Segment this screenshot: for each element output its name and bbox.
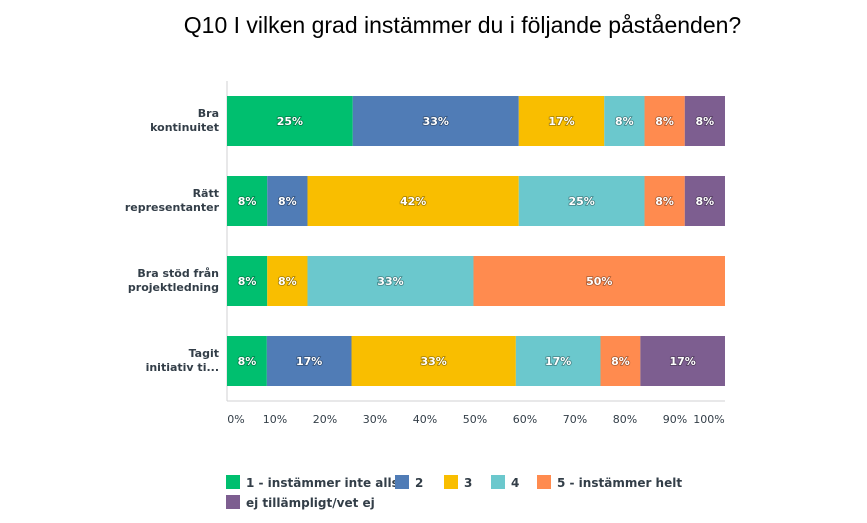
data-label: 8% <box>238 275 257 288</box>
x-tick-label: 80% <box>613 413 637 426</box>
data-label: 33% <box>423 115 449 128</box>
data-label: 8% <box>238 355 257 368</box>
x-tick-label: 90% <box>663 413 687 426</box>
category-label-line: representanter <box>125 201 220 214</box>
data-label: 8% <box>611 355 630 368</box>
legend-swatch[interactable] <box>226 495 240 509</box>
bar-segment-2-4[interactable] <box>518 176 645 226</box>
data-label: 8% <box>696 195 715 208</box>
x-tick-label: 0% <box>227 413 244 426</box>
data-label: 25% <box>277 115 303 128</box>
bar-segment-1-2[interactable] <box>352 96 519 146</box>
category-label: Tagit initiativ ti... <box>146 347 219 374</box>
bar-segment-2-5[interactable] <box>644 176 685 226</box>
legend-label[interactable]: ej tillämpligt/vet ej <box>246 496 375 510</box>
x-tick-label: 100% <box>693 413 724 426</box>
category-label-line: Bra <box>198 107 219 120</box>
legend[interactable]: 1 - instämmer inte alls 2 3 4 5 - instämmer … <box>226 475 682 510</box>
category-label-line: initiativ ti... <box>146 361 219 374</box>
category-label-line: Rätt <box>193 187 219 200</box>
data-label: 8% <box>238 195 257 208</box>
x-tick-label: 50% <box>463 413 487 426</box>
bar-segment-4-1[interactable] <box>227 336 267 386</box>
data-label: 17% <box>545 355 571 368</box>
bar-segment-3-1[interactable] <box>227 256 268 306</box>
bar-segment-4-2[interactable] <box>266 336 352 386</box>
bar-segment-2-3[interactable] <box>307 176 519 226</box>
bar-segment-4-5[interactable] <box>600 336 641 386</box>
legend-swatch[interactable] <box>226 475 240 489</box>
bar-segment-3-3[interactable] <box>267 256 308 306</box>
data-label: 33% <box>377 275 403 288</box>
bar-segment-4-3[interactable] <box>351 336 516 386</box>
x-tick-label: 40% <box>413 413 437 426</box>
bar-segment-4-4[interactable] <box>515 336 601 386</box>
category-label: Bra kontinuitet <box>150 107 219 134</box>
category-label: Rätt representanter <box>125 187 220 214</box>
bar-segment-1-6[interactable] <box>684 96 725 146</box>
bar-segment-3-4[interactable] <box>307 256 474 306</box>
category-label-line: Bra stöd från <box>137 267 219 280</box>
data-label: 8% <box>655 115 674 128</box>
x-tick-labels: 0% 10% 20% 30% 40% 50% 60% 70% 80% 90% 100% <box>227 413 724 426</box>
bar-segment-2-1[interactable] <box>227 176 268 226</box>
bar-segment-3-5[interactable] <box>473 256 725 306</box>
legend-label[interactable]: 2 <box>415 476 423 490</box>
bar-segment-2-2[interactable] <box>267 176 308 226</box>
x-tick-label: 10% <box>263 413 287 426</box>
legend-swatch[interactable] <box>444 475 458 489</box>
legend-label[interactable]: 4 <box>511 476 519 490</box>
data-label: 8% <box>655 195 674 208</box>
bar-segment-1-1[interactable] <box>227 96 353 146</box>
category-labels: Bra kontinuitet Rätt representanter Bra stöd… <box>125 107 220 374</box>
data-label: 42% <box>400 195 426 208</box>
bar-segment-1-4[interactable] <box>604 96 645 146</box>
chart-title: Q10 I vilken grad instämmer du i följand… <box>183 12 742 38</box>
category-label: Bra stöd från projektledning <box>128 267 219 294</box>
legend-label[interactable]: 5 - instämmer helt <box>557 476 682 490</box>
category-label-line: projektledning <box>128 281 219 294</box>
data-label: 50% <box>586 275 612 288</box>
legend-swatch[interactable] <box>537 475 551 489</box>
bars-group: 25% 33% 17% 8% 8% 8% 8% 8% 42% 25% 8% 8% 8% 8% 33% 50% 8… <box>227 96 725 386</box>
category-label-line: kontinuitet <box>150 121 219 134</box>
data-label: 8% <box>278 195 297 208</box>
legend-swatch[interactable] <box>395 475 409 489</box>
x-tick-label: 60% <box>513 413 537 426</box>
bar-segment-1-3[interactable] <box>518 96 605 146</box>
legend-label[interactable]: 1 - instämmer inte alls <box>246 476 399 490</box>
data-label: 8% <box>615 115 634 128</box>
data-label: 17% <box>669 355 695 368</box>
x-tick-label: 30% <box>363 413 387 426</box>
data-label: 33% <box>420 355 446 368</box>
bar-segment-2-6[interactable] <box>684 176 725 226</box>
bar-segment-4-6[interactable] <box>640 336 725 386</box>
data-label: 8% <box>278 275 297 288</box>
data-label: 17% <box>548 115 574 128</box>
bar-segment-1-5[interactable] <box>644 96 685 146</box>
data-label: 8% <box>696 115 715 128</box>
data-label: 17% <box>296 355 322 368</box>
x-tick-label: 20% <box>313 413 337 426</box>
legend-swatch[interactable] <box>491 475 505 489</box>
x-tick-label: 70% <box>563 413 587 426</box>
category-label-line: Tagit <box>189 347 219 360</box>
data-label: 25% <box>568 195 594 208</box>
legend-label[interactable]: 3 <box>464 476 472 490</box>
